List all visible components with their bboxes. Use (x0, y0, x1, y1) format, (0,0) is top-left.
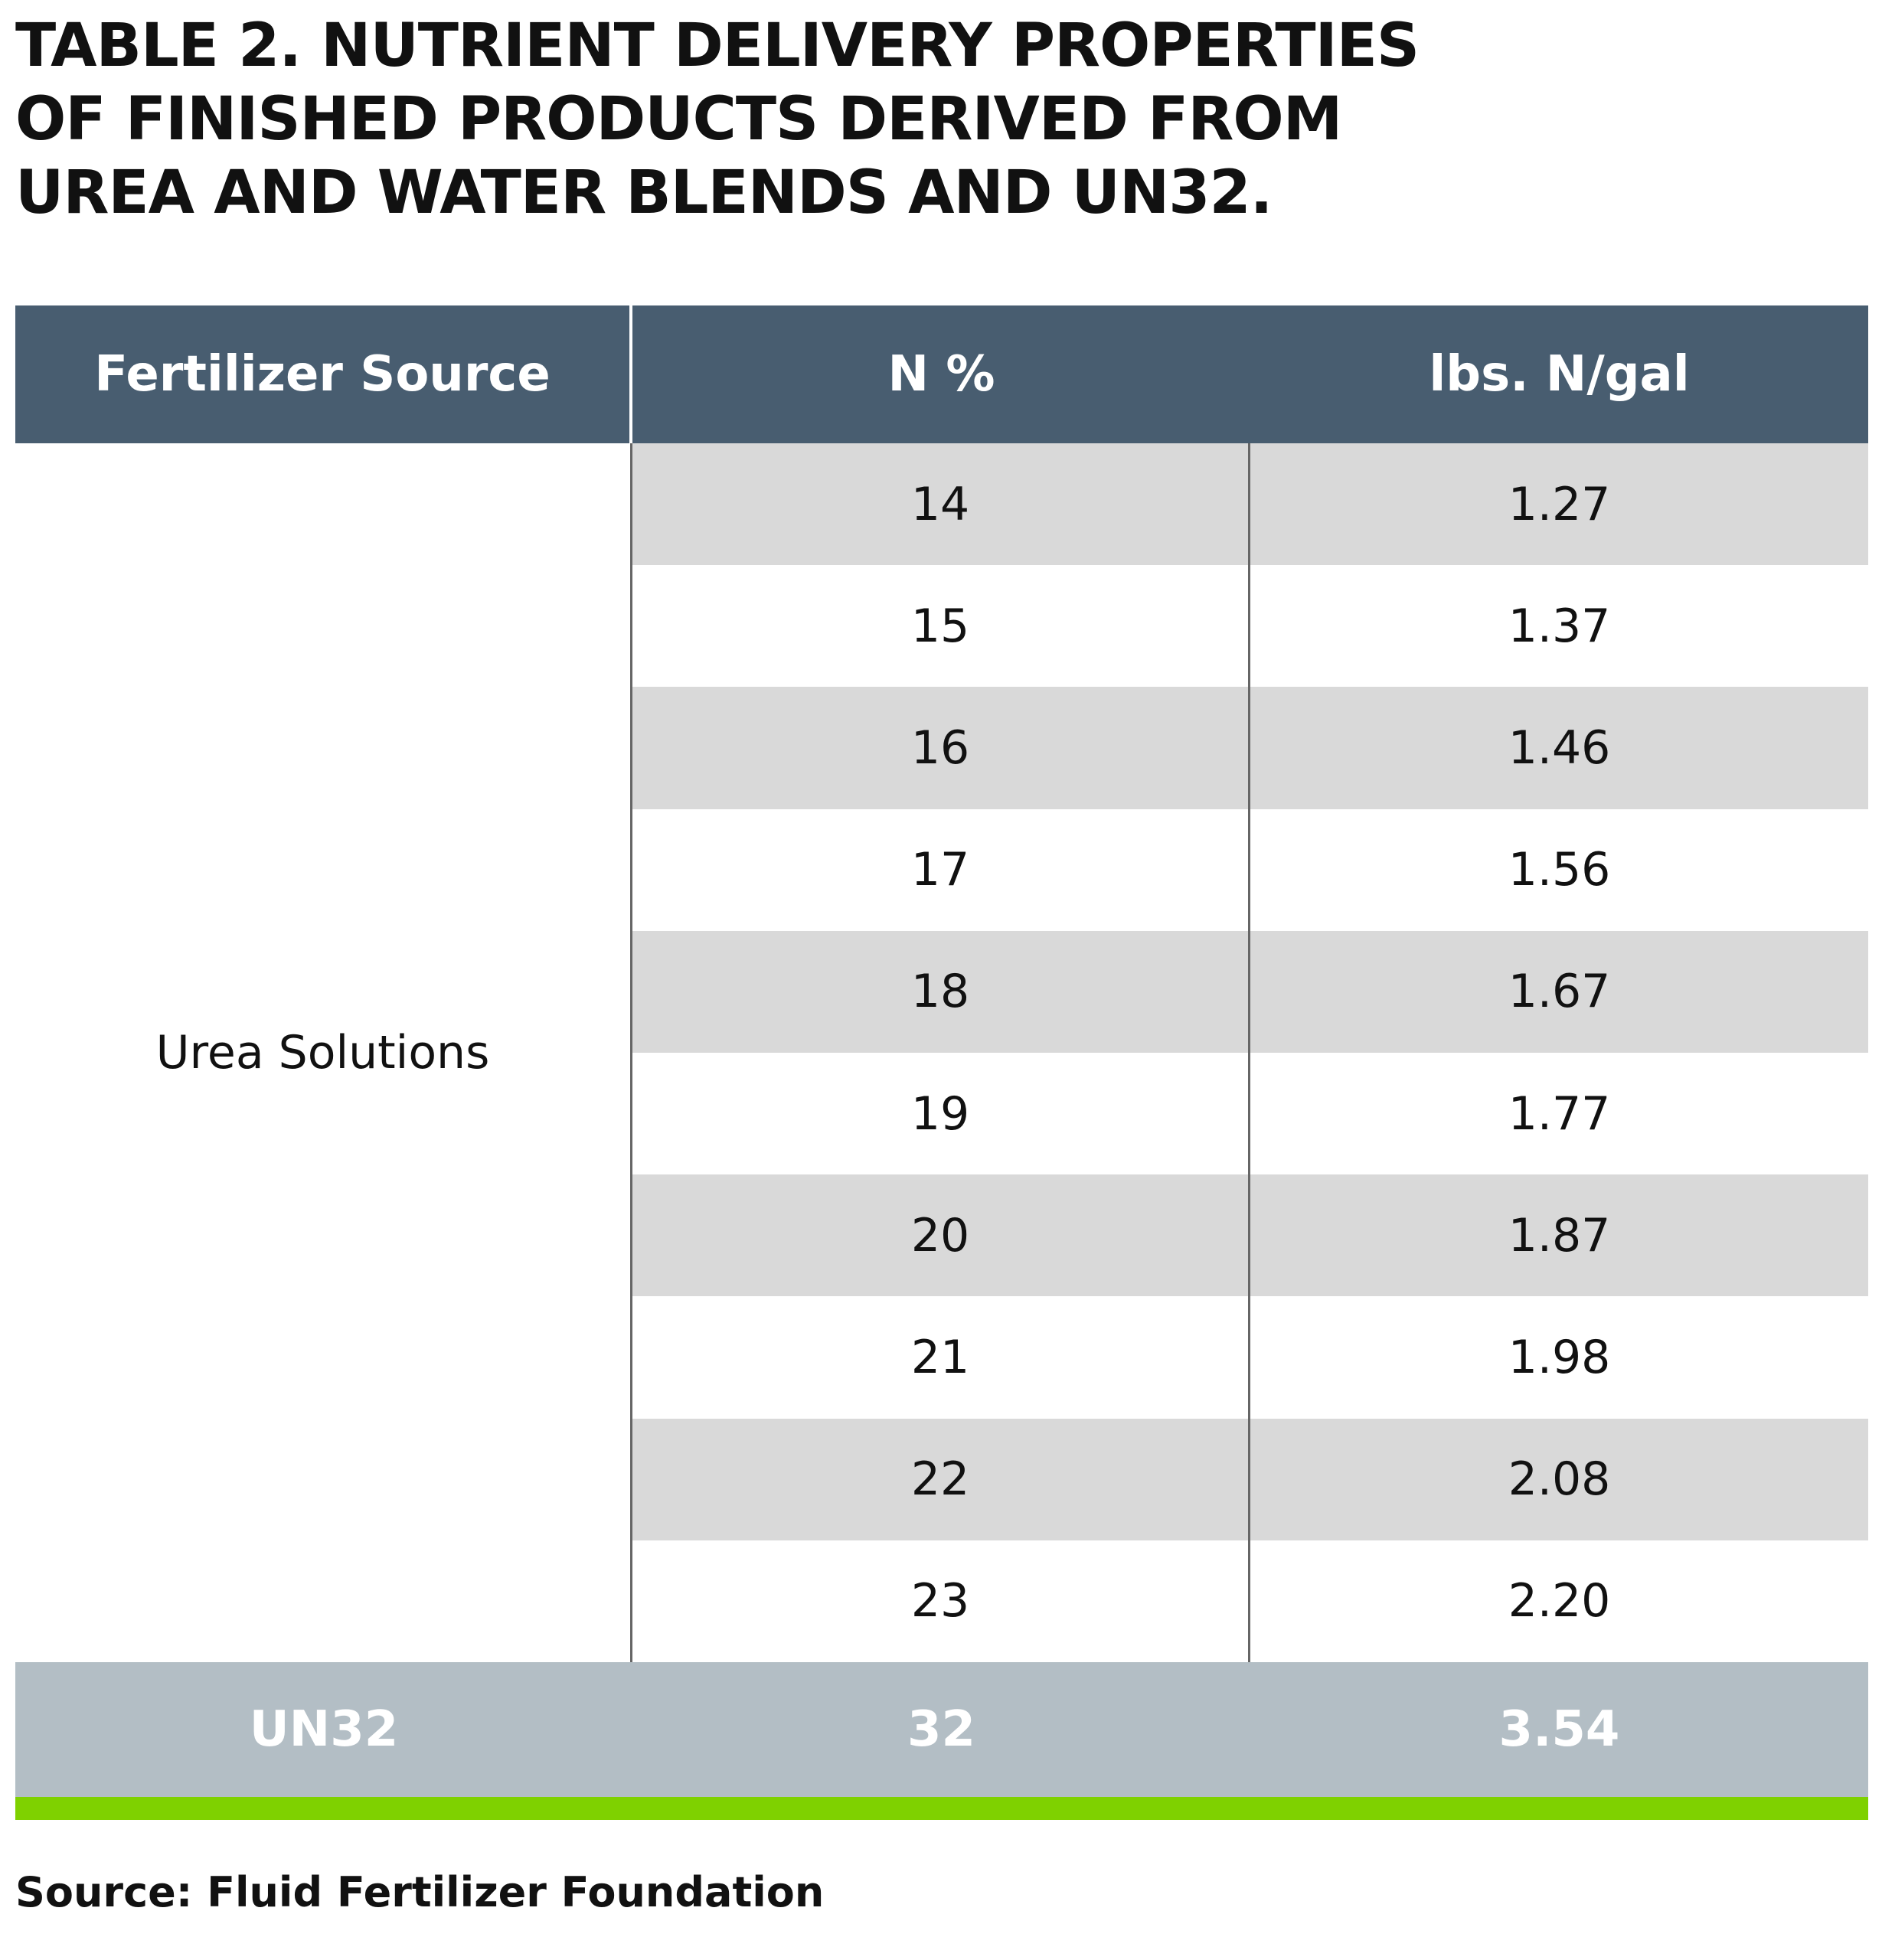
n-percent-cell: 17 (632, 808, 1250, 931)
lbs-n-gal-cell: 1.77 (1508, 1086, 1611, 1141)
table-row: 14 1.27 (632, 443, 1868, 566)
table-row: 17 1.56 (632, 808, 1868, 931)
n-percent-cell: 20 (632, 1174, 1250, 1297)
table-row: 19 1.77 (632, 1052, 1868, 1175)
un32-source-cell: UN32 (249, 1701, 399, 1758)
nutrient-table: Fertilizer Source N % lbs. N/gal Urea So… (15, 305, 1868, 1820)
lbs-n-gal-cell: 2.20 (1508, 1574, 1611, 1628)
lbs-n-gal-cell: 1.98 (1508, 1330, 1611, 1384)
table-row: 21 1.98 (632, 1296, 1868, 1419)
n-percent-cell: 18 (632, 930, 1250, 1053)
table-row: 16 1.46 (632, 687, 1868, 809)
un32-row: UN32 32 3.54 (15, 1662, 1868, 1797)
n-percent-cell: 19 (632, 1052, 1250, 1175)
table-row: 20 1.87 (632, 1174, 1868, 1297)
table-row: 22 2.08 (632, 1418, 1868, 1540)
n-percent-cell: 14 (632, 443, 1250, 566)
un32-n-percent-cell: 32 (907, 1701, 976, 1758)
un32-lbs-n-gal-cell: 3.54 (1498, 1701, 1620, 1758)
source-note: Source: Fluid Fertilizer Foundation (15, 1868, 825, 1916)
lbs-n-gal-cell: 1.67 (1508, 965, 1611, 1019)
urea-solutions-label: Urea Solutions (15, 443, 632, 1662)
lbs-n-gal-cell: 1.46 (1508, 720, 1611, 775)
n-percent-cell: 22 (632, 1418, 1250, 1540)
lbs-n-gal-cell: 1.27 (1508, 477, 1611, 531)
table-row: 23 2.20 (632, 1540, 1868, 1662)
lbs-n-gal-cell: 1.56 (1508, 843, 1611, 897)
lbs-n-gal-cell: 2.08 (1508, 1452, 1611, 1507)
header-n-percent: N % (887, 346, 995, 403)
urea-data-rows: 14 1.27 15 1.37 16 1.46 17 1.56 18 1.67 … (632, 443, 1868, 1662)
table-header: Fertilizer Source N % lbs. N/gal (15, 305, 1868, 443)
header-lbs-n-gal: lbs. N/gal (1429, 346, 1690, 403)
lbs-n-gal-cell: 1.87 (1508, 1208, 1611, 1263)
urea-solutions-group: Urea Solutions 14 1.27 15 1.37 16 1.46 1… (15, 443, 1868, 1662)
accent-bar (15, 1797, 1868, 1820)
n-percent-cell: 15 (632, 565, 1250, 688)
table-row: 15 1.37 (632, 565, 1868, 688)
n-percent-cell: 21 (632, 1296, 1250, 1419)
table-row: 18 1.67 (632, 930, 1868, 1053)
n-percent-cell: 16 (632, 687, 1250, 809)
header-fertilizer-source: Fertilizer Source (15, 305, 632, 443)
lbs-n-gal-cell: 1.37 (1508, 599, 1611, 653)
page-title: TABLE 2. NUTRIENT DELIVERY PROPERTIES OF… (15, 11, 1420, 227)
n-percent-cell: 23 (632, 1540, 1250, 1662)
